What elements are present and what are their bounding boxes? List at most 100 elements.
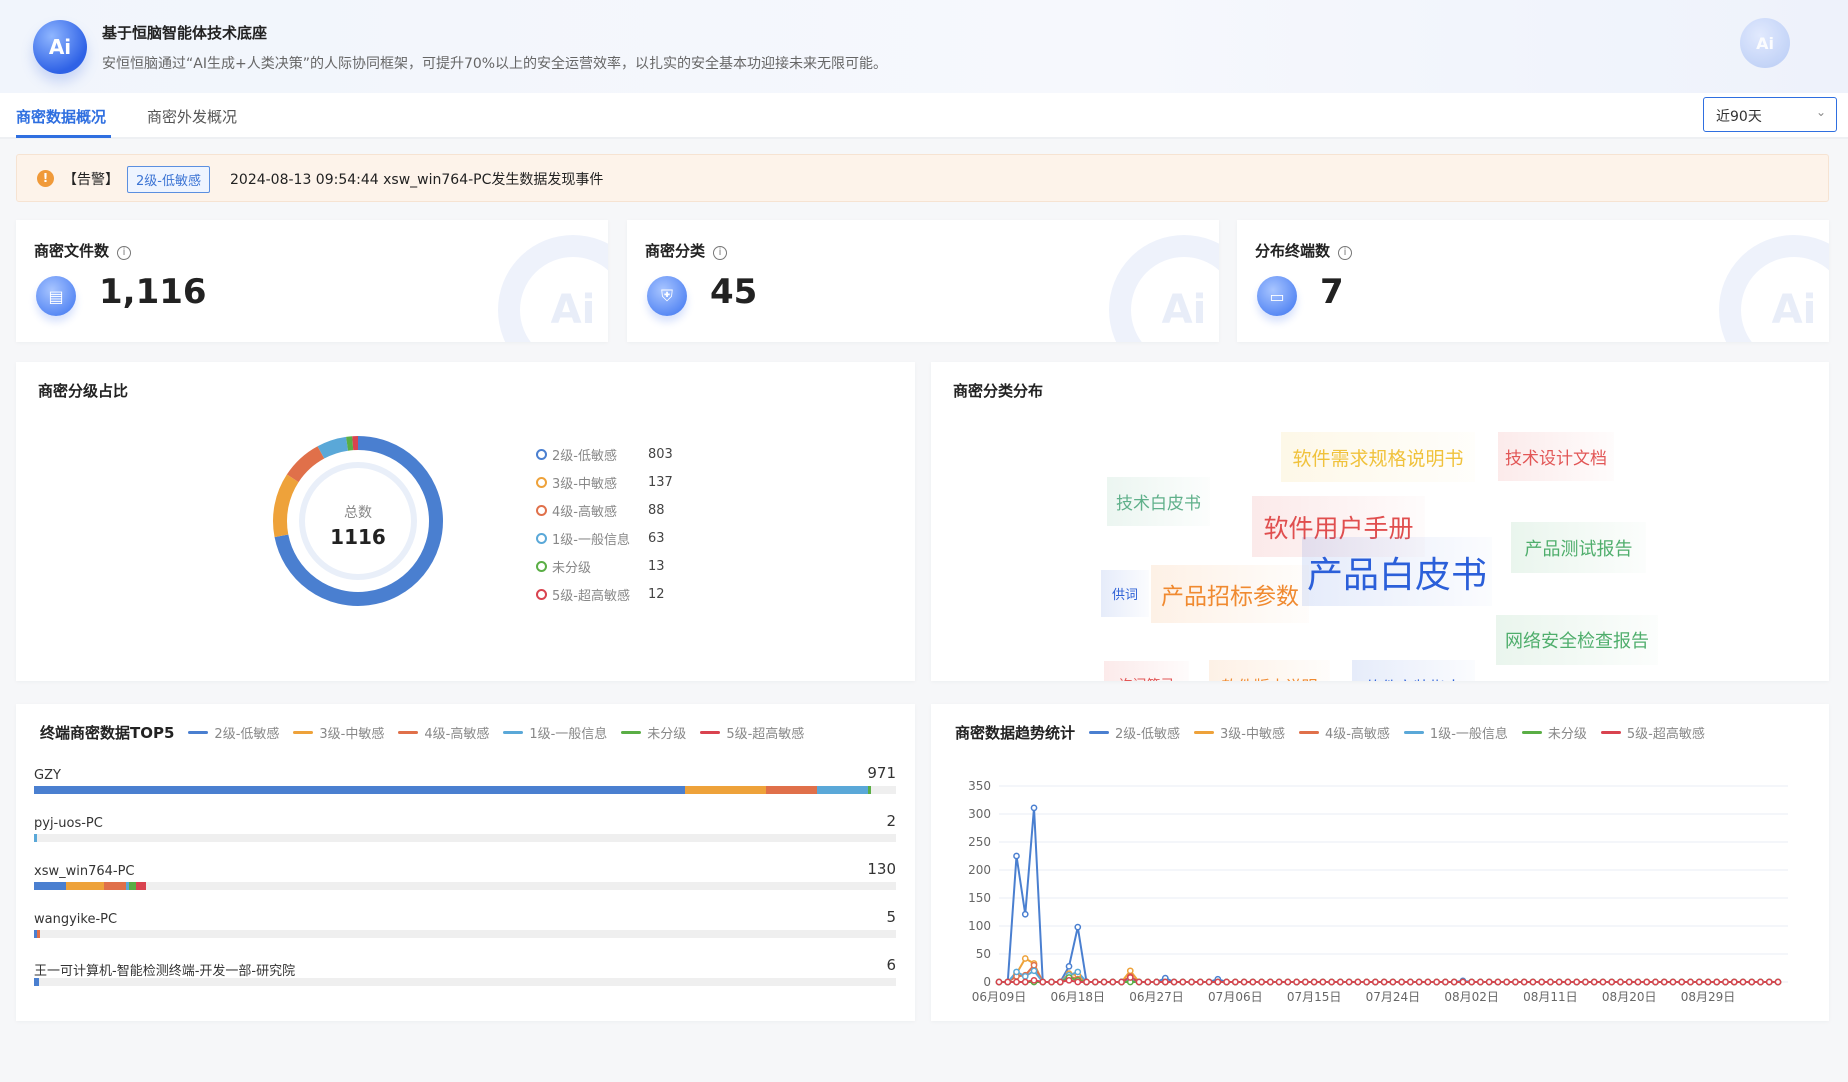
legend-item[interactable]: 5级-超高敏感 xyxy=(700,723,804,742)
legend-item[interactable]: 2级-低敏感 803 xyxy=(536,440,673,468)
data-point[interactable] xyxy=(1389,978,1397,986)
data-point[interactable] xyxy=(1573,978,1581,986)
data-point[interactable] xyxy=(1564,978,1572,986)
bar-row[interactable]: wangyike-PC 5 xyxy=(34,906,896,954)
data-point[interactable] xyxy=(1529,978,1537,986)
data-point[interactable] xyxy=(1730,978,1738,986)
data-point[interactable] xyxy=(1468,978,1476,986)
data-point[interactable] xyxy=(1582,978,1589,986)
data-point[interactable] xyxy=(1205,978,1213,986)
data-point[interactable] xyxy=(1188,978,1195,986)
data-point[interactable] xyxy=(1319,978,1327,986)
data-point[interactable] xyxy=(1608,978,1616,986)
data-point[interactable] xyxy=(1503,978,1511,986)
data-point[interactable] xyxy=(1030,967,1038,975)
data-point[interactable] xyxy=(1258,978,1265,986)
data-point[interactable] xyxy=(1687,978,1694,986)
data-point[interactable] xyxy=(1748,978,1756,986)
data-point[interactable] xyxy=(1617,978,1624,986)
info-icon[interactable]: i xyxy=(117,246,132,260)
data-point[interactable] xyxy=(1415,978,1423,986)
data-point[interactable] xyxy=(1083,978,1090,986)
legend-item[interactable]: 未分级 13 xyxy=(536,552,673,580)
data-point[interactable] xyxy=(1590,978,1598,986)
data-point[interactable] xyxy=(1179,978,1187,986)
legend-item[interactable]: 1级-一般信息 63 xyxy=(536,524,673,552)
data-point[interactable] xyxy=(1214,978,1222,986)
data-point[interactable] xyxy=(1266,978,1274,986)
data-point[interactable] xyxy=(1021,973,1029,980)
data-point[interactable] xyxy=(1450,978,1458,986)
bar-segment[interactable] xyxy=(816,786,869,794)
legend-item[interactable]: 4级-高敏感 xyxy=(1298,723,1390,742)
data-point[interactable] xyxy=(1704,978,1712,986)
data-point[interactable] xyxy=(1652,978,1659,986)
word-cloud-item[interactable]: 产品招标参数 xyxy=(1151,565,1309,623)
bar-segment[interactable] xyxy=(684,786,766,794)
data-point[interactable] xyxy=(1765,978,1773,986)
data-point[interactable] xyxy=(1520,978,1528,986)
legend-item[interactable]: 2级-低敏感 xyxy=(188,723,279,742)
data-point[interactable] xyxy=(1398,978,1405,986)
data-point[interactable] xyxy=(1118,978,1125,986)
data-point[interactable] xyxy=(1065,962,1073,970)
donut-slice[interactable] xyxy=(273,474,299,538)
data-point[interactable] xyxy=(1231,978,1239,986)
data-point[interactable] xyxy=(1757,978,1764,986)
legend-item[interactable]: 4级-高敏感 xyxy=(398,723,489,742)
bar-row[interactable]: pyj-uos-PC 2 xyxy=(34,810,896,858)
data-point[interactable] xyxy=(1660,978,1668,986)
data-point[interactable] xyxy=(1301,978,1309,986)
word-cloud-item[interactable]: 供词 xyxy=(1101,570,1149,617)
legend-item[interactable]: 4级-高敏感 88 xyxy=(536,496,673,524)
data-point[interactable] xyxy=(1004,978,1012,986)
word-cloud-item[interactable]: 询问笔录 xyxy=(1104,661,1189,681)
data-point[interactable] xyxy=(1030,804,1038,812)
data-point[interactable] xyxy=(1433,978,1440,986)
donut-slice[interactable] xyxy=(346,436,354,451)
data-point[interactable] xyxy=(1695,978,1703,986)
data-point[interactable] xyxy=(1380,978,1388,986)
data-point[interactable] xyxy=(1459,978,1467,986)
data-point[interactable] xyxy=(1485,978,1493,986)
legend-item[interactable]: 2级-低敏感 xyxy=(1089,723,1180,742)
data-point[interactable] xyxy=(1100,978,1108,986)
legend-item[interactable]: 3级-中敏感 137 xyxy=(536,468,673,496)
bar-segment[interactable] xyxy=(37,930,40,938)
word-cloud-item[interactable]: 软件需求规格说明书 xyxy=(1281,432,1475,482)
tab-outbound-overview[interactable]: 商密外发概况 xyxy=(147,108,238,126)
bar-row[interactable]: xsw_win764-PC 130 xyxy=(34,858,896,906)
word-cloud-item[interactable]: 软件版本说明 xyxy=(1209,660,1330,681)
bar-segment[interactable] xyxy=(34,930,37,938)
data-point[interactable] xyxy=(1013,852,1020,860)
data-point[interactable] xyxy=(1494,978,1502,986)
data-point[interactable] xyxy=(1074,968,1082,976)
data-point[interactable] xyxy=(1512,978,1519,986)
data-point[interactable] xyxy=(1293,978,1300,986)
data-point[interactable] xyxy=(1196,978,1204,986)
data-point[interactable] xyxy=(1538,978,1546,986)
data-point[interactable] xyxy=(1030,961,1038,969)
data-point[interactable] xyxy=(1442,978,1449,986)
bar-segment[interactable] xyxy=(65,882,104,890)
bar-segment[interactable] xyxy=(136,882,147,890)
data-point[interactable] xyxy=(995,978,1003,986)
data-point[interactable] xyxy=(1074,978,1082,986)
data-point[interactable] xyxy=(1310,978,1318,986)
data-point[interactable] xyxy=(1713,978,1721,986)
bar-segment[interactable] xyxy=(103,882,127,890)
bar-segment[interactable] xyxy=(34,786,685,794)
data-point[interactable] xyxy=(1109,978,1117,986)
data-point[interactable] xyxy=(1056,978,1064,986)
bar-segment[interactable] xyxy=(34,978,40,986)
data-point[interactable] xyxy=(1354,978,1362,986)
word-cloud-item[interactable]: 技术设计文档 xyxy=(1498,432,1614,481)
data-point[interactable] xyxy=(1153,978,1160,986)
word-cloud-item[interactable]: 软件安装指南 xyxy=(1352,660,1475,681)
data-point[interactable] xyxy=(1144,978,1152,986)
data-point[interactable] xyxy=(1170,978,1178,986)
data-point[interactable] xyxy=(1625,978,1633,986)
legend-item[interactable]: 未分级 xyxy=(1521,723,1587,742)
data-point[interactable] xyxy=(1039,978,1047,986)
data-point[interactable] xyxy=(1669,978,1677,986)
